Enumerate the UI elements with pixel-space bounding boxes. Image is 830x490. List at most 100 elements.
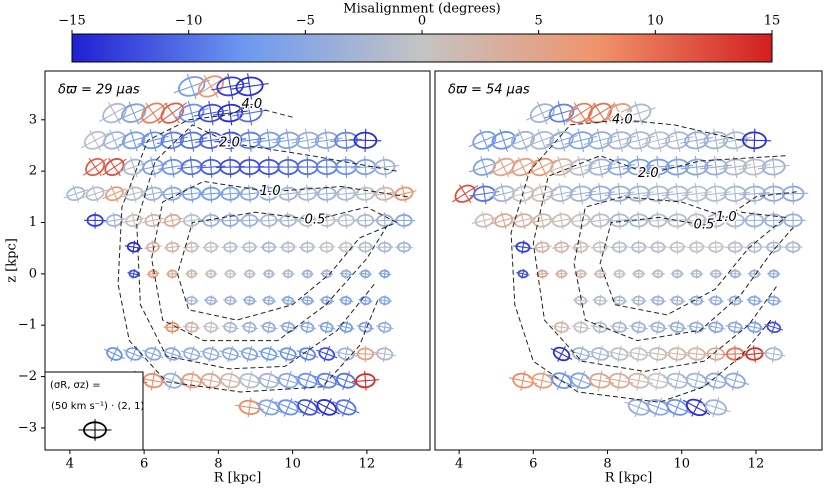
ellipse-glyph <box>146 268 160 279</box>
ellipse-glyph <box>202 240 220 254</box>
velocity-ellipse <box>160 131 185 150</box>
velocity-ellipse <box>511 157 535 177</box>
velocity-ellipse <box>297 372 318 389</box>
ellipse-glyph <box>277 212 300 229</box>
y-tick-label: 2 <box>29 164 37 179</box>
velocity-ellipse <box>689 241 705 253</box>
y-tick-label: 0 <box>29 266 37 281</box>
ellipse-glyph <box>337 320 355 334</box>
colorbar-tick-label: 15 <box>764 14 781 29</box>
ellipse-glyph <box>641 128 675 152</box>
ellipse-glyph <box>525 101 559 125</box>
ellipse-glyph <box>235 397 264 418</box>
velocity-ellipse <box>318 214 336 227</box>
ellipse-glyph <box>727 294 744 307</box>
ellipse-glyph <box>253 128 285 152</box>
velocity-ellipse <box>632 295 646 306</box>
panel: 4 6 8 10 12 R [kpc] 0.51.0 2.0 4.0 δϖ = 54 μas <box>434 70 823 486</box>
ellipse-glyph <box>565 156 597 179</box>
velocity-ellipse <box>102 102 127 124</box>
velocity-ellipse <box>184 321 199 333</box>
ellipse-glyph <box>200 345 222 363</box>
ellipse-glyph <box>645 211 671 230</box>
ellipse-glyph <box>377 295 392 306</box>
velocity-ellipse <box>727 321 743 333</box>
colorbar-tick-label: −10 <box>175 14 202 29</box>
ellipse-glyph <box>223 295 238 306</box>
velocity-ellipse <box>86 214 104 227</box>
velocity-ellipse <box>220 186 240 201</box>
ellipse-glyph <box>764 240 784 255</box>
velocity-ellipse <box>785 241 801 253</box>
velocity-ellipse <box>607 158 632 176</box>
velocity-ellipse <box>570 372 592 389</box>
velocity-ellipse <box>568 102 593 124</box>
ellipse-glyph <box>212 100 248 126</box>
ellipse-glyph <box>243 268 256 279</box>
x-tick-label: 12 <box>748 457 765 472</box>
ellipse-glyph <box>163 240 182 254</box>
ellipse-glyph <box>260 240 278 254</box>
ellipse-glyph <box>274 398 302 417</box>
ellipse-glyph <box>358 268 372 279</box>
velocity-ellipse <box>588 158 612 176</box>
velocity-ellipse <box>588 185 612 202</box>
contour-label: 1.0 <box>716 210 737 225</box>
velocity-ellipse <box>144 213 162 227</box>
contour-line <box>151 180 408 342</box>
ellipse-glyph <box>298 320 317 334</box>
ellipse-glyph <box>631 268 646 279</box>
ellipse-glyph <box>256 184 282 203</box>
ellipse-glyph <box>516 268 530 279</box>
ellipse-glyph <box>182 320 201 334</box>
ellipse-glyph <box>609 240 629 255</box>
velocity-ellipse <box>729 269 741 279</box>
velocity-ellipse <box>258 399 280 416</box>
ellipse-glyph <box>178 370 206 391</box>
ellipse-glyph <box>741 211 768 230</box>
velocity-ellipse <box>141 102 165 124</box>
contour-line <box>510 119 772 403</box>
velocity-ellipse <box>223 321 238 333</box>
velocity-ellipse <box>260 347 278 361</box>
ellipse-glyph <box>684 345 709 363</box>
velocity-ellipse <box>300 321 315 333</box>
velocity-ellipse <box>165 241 180 253</box>
ellipse-glyph <box>607 345 632 363</box>
ellipse-glyph <box>313 371 340 391</box>
ellipse-glyph <box>291 128 324 152</box>
ellipse-glyph <box>80 129 110 151</box>
ellipse-glyph <box>298 240 317 254</box>
ellipse-glyph <box>375 320 394 334</box>
velocity-ellipse <box>165 321 180 333</box>
ellipse-glyph <box>546 156 577 178</box>
velocity-ellipse <box>554 321 570 333</box>
ellipse-glyph <box>585 183 616 205</box>
velocity-ellipse <box>163 213 181 227</box>
velocity-ellipse <box>319 321 334 333</box>
velocity-ellipse <box>259 186 279 201</box>
ellipse-glyph <box>683 211 710 230</box>
velocity-ellipse <box>277 399 299 416</box>
velocity-ellipse <box>257 131 281 150</box>
velocity-ellipse <box>238 399 261 415</box>
ellipse-glyph <box>102 157 127 177</box>
velocity-ellipse <box>202 347 220 361</box>
velocity-ellipse <box>106 347 123 361</box>
ellipse-glyph <box>588 345 612 363</box>
ellipse-glyph <box>723 345 748 363</box>
velocity-ellipse <box>318 347 336 361</box>
velocity-ellipse <box>377 241 392 253</box>
velocity-ellipse <box>223 241 238 253</box>
velocity-ellipse <box>626 131 651 150</box>
velocity-ellipse <box>613 269 625 279</box>
y-tick-label: 1 <box>29 215 37 230</box>
velocity-ellipse <box>492 157 515 177</box>
ellipse-glyph <box>624 397 654 418</box>
velocity-ellipse <box>556 269 568 279</box>
velocity-ellipse <box>608 185 631 202</box>
ellipse-glyph <box>117 101 151 125</box>
ellipse-glyph <box>332 398 360 417</box>
ellipse-glyph <box>650 294 666 307</box>
ellipse-glyph <box>370 156 400 178</box>
